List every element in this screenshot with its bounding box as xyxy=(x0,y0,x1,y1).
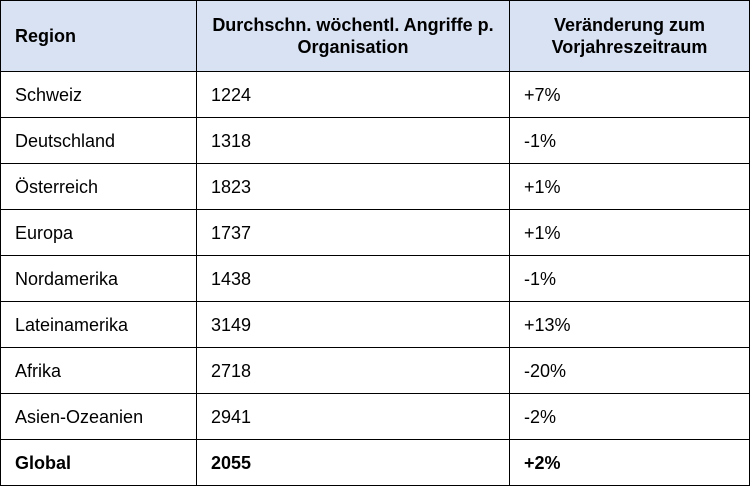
table-body: Schweiz 1224 +7% Deutschland 1318 -1% Ös… xyxy=(0,71,750,486)
cell-attacks: 3149 xyxy=(196,301,510,348)
cell-attacks-total: 2055 xyxy=(196,439,510,486)
header-region: Region xyxy=(0,0,197,72)
total-row: Global 2055 +2% xyxy=(0,439,750,486)
table-row: Österreich 1823 +1% xyxy=(0,163,750,210)
cell-region: Deutschland xyxy=(0,117,197,164)
cell-region-total: Global xyxy=(0,439,197,486)
cell-attacks: 2941 xyxy=(196,393,510,440)
table-row: Deutschland 1318 -1% xyxy=(0,117,750,164)
cell-change: +1% xyxy=(509,209,750,256)
cell-attacks: 1318 xyxy=(196,117,510,164)
header-weekly-attacks: Durchschn. wöchentl. Angriffe p. Organis… xyxy=(196,0,510,72)
table-row: Nordamerika 1438 -1% xyxy=(0,255,750,302)
cell-attacks: 1823 xyxy=(196,163,510,210)
table-row: Lateinamerika 3149 +13% xyxy=(0,301,750,348)
table-row: Asien-Ozeanien 2941 -2% xyxy=(0,393,750,440)
table-row: Afrika 2718 -20% xyxy=(0,347,750,394)
cell-change-total: +2% xyxy=(509,439,750,486)
cell-region: Lateinamerika xyxy=(0,301,197,348)
cell-change: +7% xyxy=(509,71,750,118)
cell-region: Afrika xyxy=(0,347,197,394)
table-header: Region Durchschn. wöchentl. Angriffe p. … xyxy=(0,0,750,72)
cell-region: Asien-Ozeanien xyxy=(0,393,197,440)
cell-attacks: 1438 xyxy=(196,255,510,302)
table-row: Europa 1737 +1% xyxy=(0,209,750,256)
cell-attacks: 2718 xyxy=(196,347,510,394)
cell-change: -2% xyxy=(509,393,750,440)
cell-region: Österreich xyxy=(0,163,197,210)
cell-region: Schweiz xyxy=(0,71,197,118)
cell-change: +13% xyxy=(509,301,750,348)
cell-change: -1% xyxy=(509,117,750,164)
header-row: Region Durchschn. wöchentl. Angriffe p. … xyxy=(0,0,750,72)
table-row: Schweiz 1224 +7% xyxy=(0,71,750,118)
cell-change: -20% xyxy=(509,347,750,394)
cell-attacks: 1224 xyxy=(196,71,510,118)
header-change-vs-previous-year: Veränderung zum Vorjahreszeitraum xyxy=(509,0,750,72)
cell-change: +1% xyxy=(509,163,750,210)
cell-attacks: 1737 xyxy=(196,209,510,256)
cell-region: Europa xyxy=(0,209,197,256)
cell-region: Nordamerika xyxy=(0,255,197,302)
cell-change: -1% xyxy=(509,255,750,302)
